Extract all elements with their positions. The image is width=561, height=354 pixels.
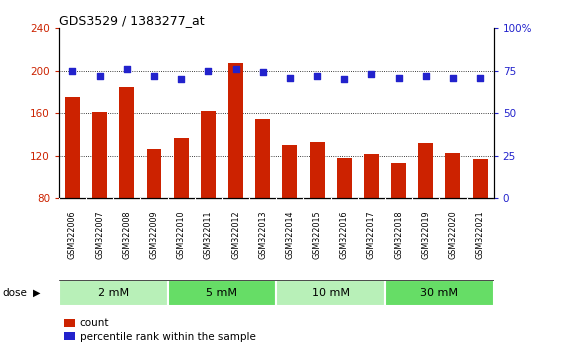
Text: ▶: ▶ [33,288,40,298]
Point [68,68,77,74]
Text: 10 mM: 10 mM [312,288,350,298]
Bar [228,63,243,198]
Bar [445,153,461,198]
Text: GSM322011: GSM322011 [204,210,213,259]
Bar [65,97,80,198]
Text: GSM322016: GSM322016 [340,210,349,259]
Bar [255,119,270,198]
Text: GDS3529 / 1383277_at: GDS3529 / 1383277_at [59,14,205,27]
Bar [92,112,107,198]
Text: GSM322015: GSM322015 [312,210,321,259]
Text: GSM322017: GSM322017 [367,210,376,259]
Bar [419,143,433,198]
Point [421,73,430,79]
Bar [385,280,494,306]
Point [448,75,457,80]
Text: GSM322013: GSM322013 [258,210,267,259]
Text: GSM322010: GSM322010 [177,210,186,259]
Point [312,73,321,79]
Text: GSM322006: GSM322006 [68,210,77,259]
Point [476,75,485,80]
Text: GSM322007: GSM322007 [95,210,104,259]
Point [177,76,186,82]
Bar [146,149,162,198]
Text: 5 mM: 5 mM [206,288,237,298]
Text: GSM322018: GSM322018 [394,210,403,259]
Text: 30 mM: 30 mM [420,288,458,298]
Text: GSM322009: GSM322009 [150,210,159,259]
Point [258,70,267,75]
Bar [59,280,168,306]
Bar [310,142,324,198]
Bar [282,145,297,198]
Bar [472,159,488,198]
Text: GSM322014: GSM322014 [286,210,295,259]
Bar [201,111,216,198]
Point [340,76,349,82]
Text: 2 mM: 2 mM [98,288,129,298]
Legend: count, percentile rank within the sample: count, percentile rank within the sample [64,319,256,342]
Text: GSM322012: GSM322012 [231,210,240,259]
Bar [391,163,406,198]
Bar [337,158,352,198]
Text: GSM322008: GSM322008 [122,210,131,259]
Bar [364,154,379,198]
Point [204,68,213,74]
Bar [174,138,188,198]
Point [122,66,131,72]
Bar [168,280,276,306]
Point [95,73,104,79]
Point [394,75,403,80]
Point [367,72,376,77]
Text: GSM322020: GSM322020 [448,210,457,259]
Point [150,73,159,79]
Text: GSM322019: GSM322019 [421,210,430,259]
Bar [276,280,385,306]
Point [231,66,240,72]
Bar [119,87,134,198]
Point [286,75,295,80]
Text: GSM322021: GSM322021 [476,210,485,259]
Text: dose: dose [3,288,27,298]
